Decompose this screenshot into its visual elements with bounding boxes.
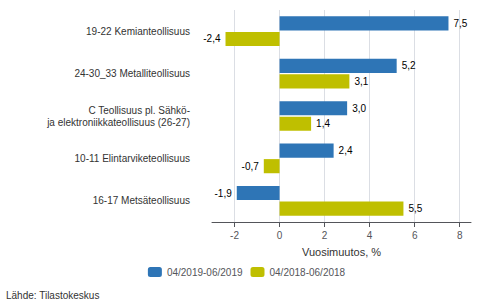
svg-text:0: 0: [277, 230, 283, 241]
svg-text:-2: -2: [230, 230, 239, 241]
svg-text:C Teollisuus pl. Sähkö-: C Teollisuus pl. Sähkö-: [88, 105, 190, 116]
svg-text:1,4: 1,4: [316, 118, 330, 129]
svg-text:3,1: 3,1: [354, 76, 368, 87]
svg-text:2,4: 2,4: [339, 145, 353, 156]
svg-text:ja elektroniikkateollisuus (26: ja elektroniikkateollisuus (26-27): [46, 117, 190, 128]
svg-text:10-11 Elintarviketeollisuus: 10-11 Elintarviketeollisuus: [75, 153, 190, 164]
svg-text:5,5: 5,5: [408, 203, 422, 214]
svg-text:5,2: 5,2: [402, 60, 416, 71]
svg-text:04/2018-06/2018: 04/2018-06/2018: [270, 267, 346, 278]
svg-text:Vuosimuutos, %: Vuosimuutos, %: [302, 246, 381, 258]
svg-text:8: 8: [457, 230, 463, 241]
svg-text:3,0: 3,0: [352, 103, 366, 114]
svg-text:-2,4: -2,4: [203, 33, 221, 44]
svg-text:2: 2: [322, 230, 328, 241]
svg-text:7,5: 7,5: [453, 18, 467, 29]
svg-text:-0,7: -0,7: [242, 161, 260, 172]
svg-text:24-30_33 Metalliteollisuus: 24-30_33 Metalliteollisuus: [74, 68, 190, 79]
svg-text:-1,9: -1,9: [215, 188, 233, 199]
svg-text:Lähde: Tilastokeskus: Lähde: Tilastokeskus: [6, 290, 99, 301]
svg-text:19-22 Kemianteollisuus: 19-22 Kemianteollisuus: [86, 26, 190, 37]
svg-text:16-17 Metsäteollisuus: 16-17 Metsäteollisuus: [93, 195, 190, 206]
svg-text:4: 4: [367, 230, 373, 241]
svg-text:04/2019-06/2019: 04/2019-06/2019: [167, 267, 243, 278]
svg-text:6: 6: [412, 230, 418, 241]
